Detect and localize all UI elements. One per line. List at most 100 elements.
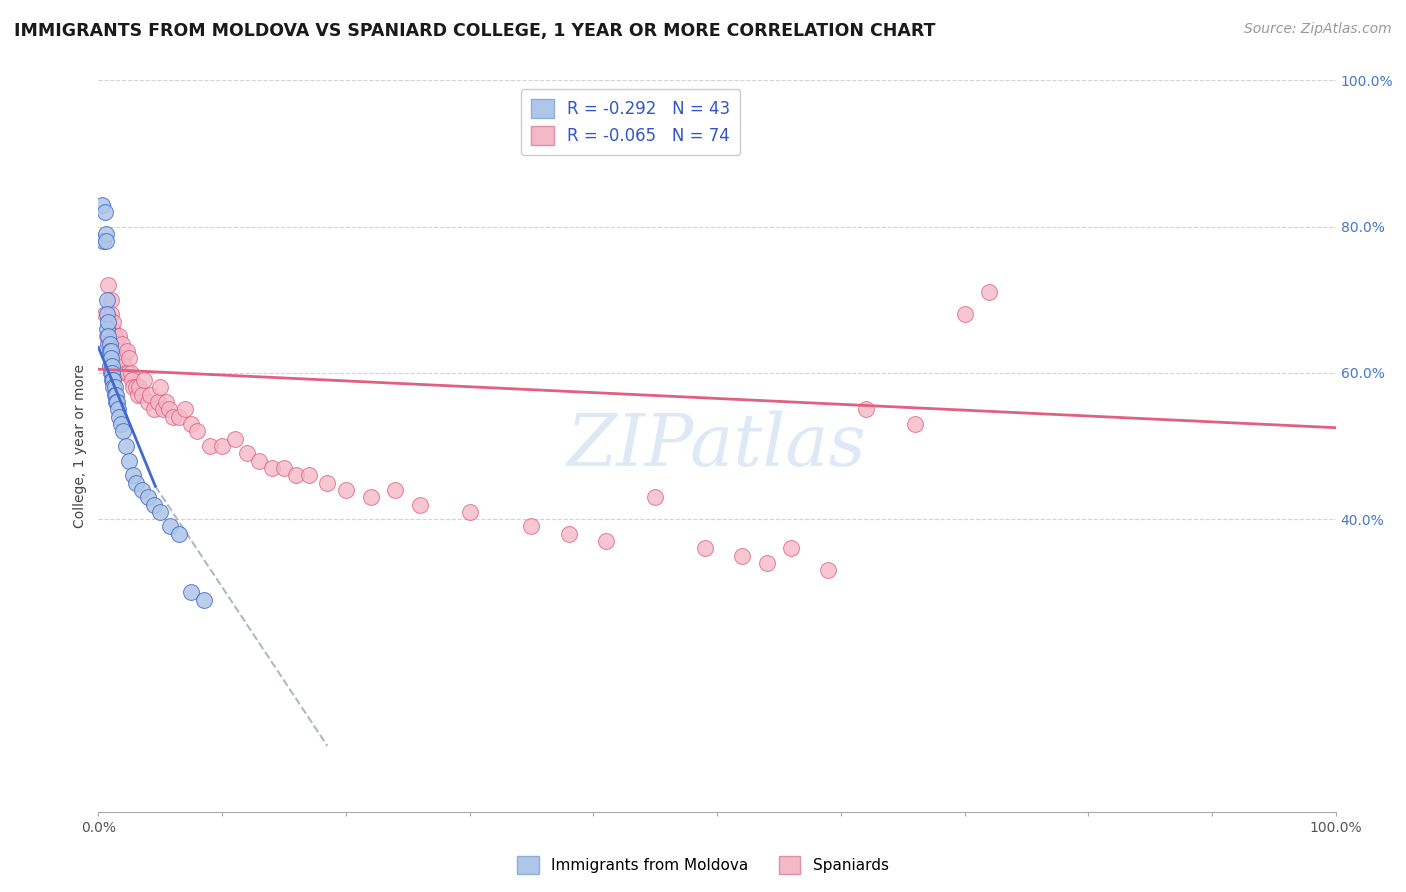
Legend: Immigrants from Moldova, Spaniards: Immigrants from Moldova, Spaniards (512, 850, 894, 880)
Point (93, 307, 115, 321)
Point (100, 307, 122, 321)
Point (335, 483, 357, 497)
Point (117, 366, 139, 380)
Point (979, 285, 1001, 300)
Point (693, 541, 716, 556)
Point (108, 329, 131, 343)
Point (112, 351, 135, 366)
Point (96, 307, 118, 321)
Point (110, 351, 132, 366)
Point (595, 534, 617, 549)
Point (114, 439, 136, 453)
Point (198, 439, 221, 453)
Point (180, 417, 202, 431)
Point (108, 409, 131, 424)
Point (110, 417, 132, 431)
Point (114, 366, 136, 380)
Point (107, 402, 129, 417)
Point (98, 336, 121, 351)
Point (112, 359, 135, 373)
Point (155, 395, 177, 409)
Point (104, 395, 127, 409)
Point (100, 351, 122, 366)
Point (167, 526, 190, 541)
Point (101, 322, 124, 336)
Point (97, 315, 120, 329)
Point (260, 461, 283, 475)
Point (731, 549, 754, 563)
Point (360, 490, 382, 504)
Point (100, 366, 122, 380)
Point (96, 329, 118, 343)
Point (224, 432, 246, 446)
Point (136, 490, 159, 504)
Point (98, 336, 121, 351)
Point (247, 453, 270, 467)
Point (103, 388, 125, 402)
Point (96, 293, 118, 307)
Point (162, 409, 184, 424)
Point (118, 453, 141, 467)
Point (104, 388, 127, 402)
Point (855, 402, 877, 417)
Point (98, 343, 121, 358)
Point (100, 293, 122, 307)
Point (98, 359, 121, 373)
Point (953, 307, 976, 321)
Point (384, 483, 406, 497)
Point (146, 395, 169, 409)
Point (136, 395, 159, 409)
Point (644, 490, 666, 504)
Point (273, 461, 295, 475)
Point (97, 278, 120, 293)
Point (131, 388, 153, 402)
Point (904, 417, 927, 431)
Point (127, 388, 149, 402)
Text: Source: ZipAtlas.com: Source: ZipAtlas.com (1244, 22, 1392, 37)
Point (101, 366, 124, 380)
Point (139, 388, 162, 402)
Point (120, 366, 142, 380)
Point (193, 592, 215, 607)
Point (159, 519, 181, 533)
Point (115, 343, 138, 358)
Point (152, 402, 174, 417)
Point (143, 402, 166, 417)
Text: ZIPatlas: ZIPatlas (567, 410, 868, 482)
Point (121, 373, 143, 387)
Text: IMMIGRANTS FROM MOLDOVA VS SPANIARD COLLEGE, 1 YEAR OR MORE CORRELATION CHART: IMMIGRANTS FROM MOLDOVA VS SPANIARD COLL… (14, 22, 935, 40)
Point (143, 498, 166, 512)
Point (104, 336, 127, 351)
Point (97, 329, 120, 343)
Point (174, 402, 197, 417)
Point (458, 505, 481, 519)
Point (103, 380, 125, 394)
Point (96, 322, 118, 336)
Point (103, 336, 125, 351)
Point (103, 315, 125, 329)
Point (108, 343, 131, 358)
Point (94, 234, 117, 248)
Point (157, 402, 180, 417)
Point (101, 373, 124, 387)
Point (94, 227, 117, 241)
Point (131, 483, 153, 497)
Point (122, 380, 145, 394)
Point (122, 468, 145, 483)
Point (285, 468, 308, 483)
Point (755, 556, 778, 570)
Point (817, 563, 839, 577)
Point (557, 526, 579, 541)
Y-axis label: College, 1 year or more: College, 1 year or more (73, 364, 87, 528)
Point (124, 380, 146, 394)
Point (780, 541, 803, 556)
Point (520, 519, 543, 533)
Point (186, 425, 208, 439)
Point (180, 585, 202, 599)
Point (104, 343, 127, 358)
Point (103, 373, 125, 387)
Point (149, 380, 172, 394)
Point (93, 205, 115, 219)
Point (105, 395, 128, 409)
Point (134, 373, 156, 387)
